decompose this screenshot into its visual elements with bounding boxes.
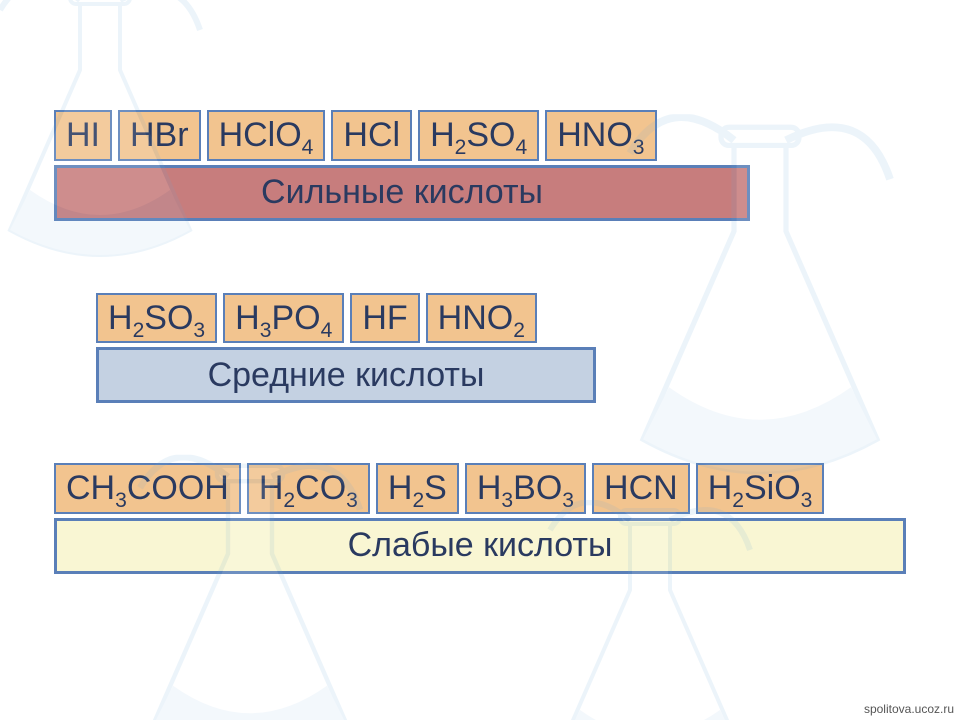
formula-cell: HBr [118, 110, 201, 161]
formula-row: H2SO3H3PO4HFHNO2 [96, 293, 960, 344]
formula-cell: H3PO4 [223, 293, 344, 344]
group-label-strong: Сильные кислоты [54, 165, 750, 221]
group-label-medium: Средние кислоты [96, 347, 596, 403]
formula-row: CH3COOHH2CO3H2SH3BO3HCNH2SiO3 [54, 463, 960, 514]
formula-cell: HClO4 [207, 110, 326, 161]
acid-group-medium: H2SO3H3PO4HFHNO2Средние кислоты [96, 293, 960, 404]
formula-cell: H2SO4 [418, 110, 539, 161]
formula-cell: H3BO3 [465, 463, 586, 514]
formula-subscript: 3 [801, 489, 813, 512]
formula-cell: HCl [331, 110, 412, 161]
formula-subscript: 2 [283, 489, 295, 512]
formula-subscript: 4 [321, 318, 333, 341]
group-label-weak: Слабые кислоты [54, 518, 906, 574]
formula-subscript: 2 [455, 136, 467, 159]
formula-text: H [477, 469, 502, 507]
formula-cell: H2SO3 [96, 293, 217, 344]
formula-text: H [708, 469, 733, 507]
formula-text: H [259, 469, 284, 507]
formula-text: HNO [557, 116, 633, 154]
formula-cell: H2SiO3 [696, 463, 825, 514]
formula-cell: HNO3 [545, 110, 656, 161]
formula-text: BO [513, 469, 562, 507]
formula-text: CH [66, 469, 115, 507]
formula-cell: CH3COOH [54, 463, 241, 514]
formula-subscript: 3 [633, 136, 645, 159]
formula-text: HF [362, 299, 407, 337]
formula-text: CO [295, 469, 346, 507]
formula-row: HIHBrHClO4HClH2SO4HNO3 [54, 110, 960, 161]
formula-subscript: 2 [732, 489, 744, 512]
formula-text: HNO [438, 299, 514, 337]
formula-subscript: 2 [133, 318, 145, 341]
formula-cell: HI [54, 110, 112, 161]
formula-text: HCN [604, 469, 678, 507]
formula-text: S [424, 469, 447, 507]
acid-group-weak: CH3COOHH2CO3H2SH3BO3HCNH2SiO3Слабые кисл… [54, 463, 960, 574]
formula-subscript: 3 [501, 489, 513, 512]
formula-subscript: 2 [513, 318, 525, 341]
formula-text: SO [466, 116, 515, 154]
formula-cell: H2S [376, 463, 459, 514]
formula-text: H [388, 469, 413, 507]
formula-subscript: 3 [115, 489, 127, 512]
formula-text: H [430, 116, 455, 154]
formula-subscript: 3 [260, 318, 272, 341]
formula-cell: HF [350, 293, 419, 344]
formula-subscript: 3 [346, 489, 358, 512]
formula-text: H [108, 299, 133, 337]
formula-subscript: 2 [412, 489, 424, 512]
formula-text: HCl [343, 116, 400, 154]
formula-text: HI [66, 116, 100, 154]
formula-text: PO [271, 299, 320, 337]
formula-text: HClO [219, 116, 302, 154]
formula-subscript: 4 [302, 136, 314, 159]
acid-group-strong: HIHBrHClO4HClH2SO4HNO3Сильные кислоты [54, 110, 960, 221]
formula-cell: HNO2 [426, 293, 537, 344]
formula-text: SiO [744, 469, 801, 507]
formula-text: H [235, 299, 260, 337]
formula-cell: HCN [592, 463, 690, 514]
formula-subscript: 3 [562, 489, 574, 512]
formula-subscript: 3 [193, 318, 205, 341]
formula-subscript: 4 [516, 136, 528, 159]
formula-cell: H2CO3 [247, 463, 370, 514]
formula-text: HBr [130, 116, 189, 154]
formula-text: COOH [127, 469, 229, 507]
formula-text: SO [144, 299, 193, 337]
watermark: spolitova.ucoz.ru [864, 702, 954, 716]
